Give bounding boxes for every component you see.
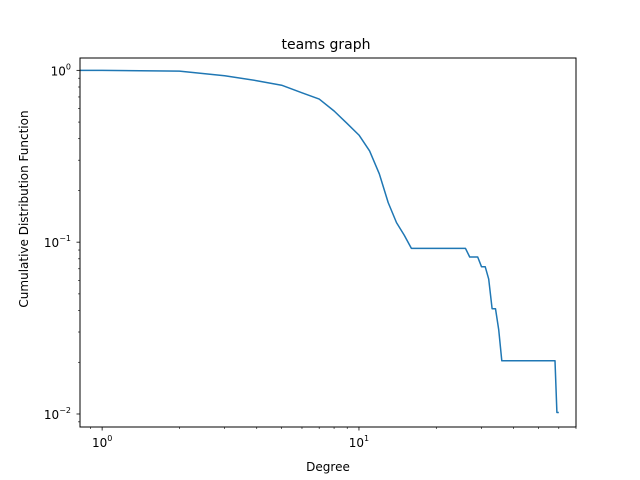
cdf-series-line bbox=[80, 69, 559, 414]
y-tick-label: 10−1 bbox=[44, 234, 71, 250]
x-tick-label: 100 bbox=[92, 434, 112, 450]
axes-frame bbox=[79, 57, 577, 428]
plot-area bbox=[80, 69, 559, 414]
axis-ticks: 100 101 10−2 10−1 100 bbox=[44, 62, 577, 450]
chart-title: teams graph bbox=[281, 37, 370, 53]
y-tick-label: 10−2 bbox=[44, 406, 71, 422]
y-axis-label: Cumulative Distribution Function bbox=[17, 110, 31, 307]
x-axis-label: Degree bbox=[306, 460, 350, 474]
y-tick-label: 100 bbox=[51, 62, 71, 78]
x-tick-label: 101 bbox=[349, 434, 369, 450]
